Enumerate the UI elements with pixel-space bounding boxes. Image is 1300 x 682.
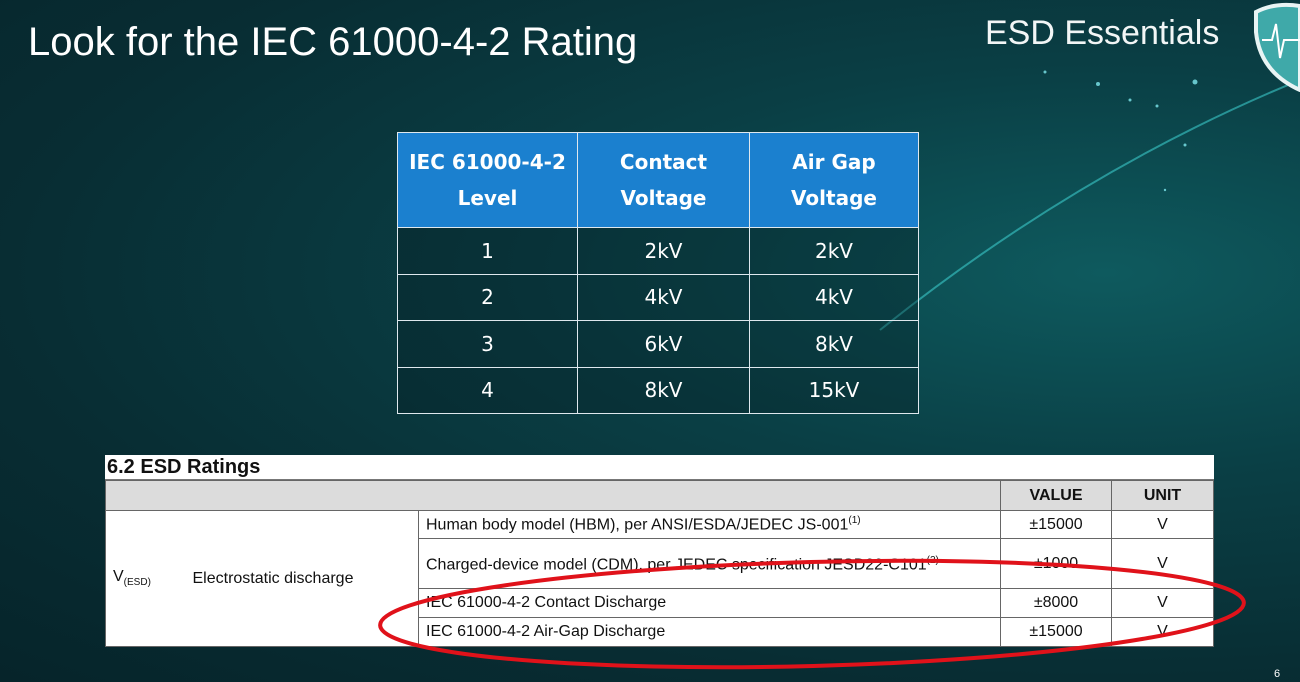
slide-title: Look for the IEC 61000-4-2 Rating <box>28 20 638 64</box>
table-row: 1 2kV 2kV <box>397 227 919 275</box>
table-row: 4 8kV 15kV <box>397 366 919 414</box>
esd-ratings-heading: 6.2 ESD Ratings <box>105 455 1214 480</box>
header-level: IEC 61000-4-2 Level <box>397 132 578 228</box>
brand-name: ESD Essentials <box>985 14 1220 52</box>
header-value: VALUE <box>1000 480 1112 511</box>
iec-level-table: IEC 61000-4-2 Level Contact Voltage Air Ga… <box>397 132 919 414</box>
page-number: 6 <box>1274 668 1281 680</box>
header-contact-voltage: Contact Voltage <box>577 132 750 228</box>
header-air-gap-voltage: Air Gap Voltage <box>749 132 919 228</box>
symbol: V(ESD) <box>105 510 186 647</box>
esd-ratings-table: 6.2 ESD Ratings VALUE UNIT V(ESD) Electr… <box>105 455 1214 647</box>
shield-logo-icon <box>1254 2 1300 92</box>
table-row: 3 6kV 8kV <box>397 320 919 368</box>
header-unit: UNIT <box>1111 480 1214 511</box>
parameter: Electrostatic discharge <box>185 510 419 647</box>
table-row: V(ESD) Electrostatic discharge Human bod… <box>105 510 1214 647</box>
table-row: 2 4kV 4kV <box>397 273 919 321</box>
